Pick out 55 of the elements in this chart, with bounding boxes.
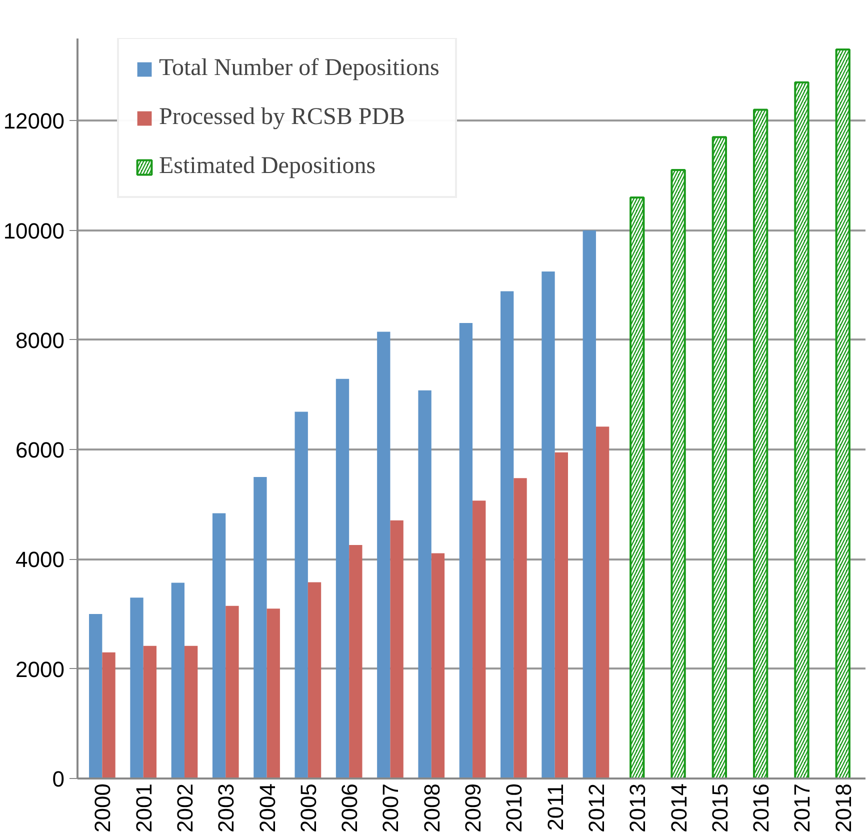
bar bbox=[582, 230, 596, 778]
x-tick-label: 2011 bbox=[542, 783, 568, 831]
x-tick-label: 2015 bbox=[707, 783, 732, 832]
legend-label: Estimated Depositions bbox=[159, 153, 376, 180]
bar bbox=[212, 513, 226, 778]
bar bbox=[102, 652, 116, 778]
bar bbox=[294, 412, 308, 778]
bar bbox=[554, 452, 568, 778]
y-tick-label: 8000 bbox=[16, 328, 65, 353]
x-tick-label: 2007 bbox=[378, 783, 404, 832]
bar bbox=[254, 477, 267, 778]
x-tick-label: 2003 bbox=[214, 783, 239, 832]
y-tick-label: 0 bbox=[52, 766, 65, 792]
y-tick-label: 2000 bbox=[16, 656, 65, 682]
x-tick-label: 2010 bbox=[502, 783, 527, 832]
x-tick-label: 2004 bbox=[254, 783, 280, 832]
bar bbox=[542, 271, 555, 778]
x-tick-label: 2014 bbox=[666, 783, 692, 832]
bar bbox=[596, 426, 610, 778]
y-tick-label: 10000 bbox=[3, 218, 65, 244]
y-tick-label: 6000 bbox=[16, 438, 65, 463]
bar bbox=[349, 544, 362, 778]
x-tick-label: 2016 bbox=[748, 783, 774, 832]
bar bbox=[377, 332, 390, 778]
x-tick-label: 2005 bbox=[296, 783, 321, 832]
bar bbox=[418, 390, 432, 778]
x-tick-label: 2012 bbox=[584, 783, 609, 832]
bar bbox=[459, 322, 473, 778]
y-tick-label: 12000 bbox=[3, 108, 65, 134]
x-tick-label: 2006 bbox=[337, 783, 362, 832]
bar bbox=[431, 553, 445, 778]
bar bbox=[390, 520, 404, 778]
bar bbox=[143, 646, 157, 778]
x-tick-label: 2013 bbox=[625, 783, 650, 832]
x-tick-label: 2017 bbox=[790, 783, 815, 832]
x-tick-label: 2009 bbox=[460, 783, 486, 832]
x-tick-label: 2002 bbox=[172, 783, 198, 832]
bar bbox=[171, 582, 184, 778]
bar bbox=[89, 614, 102, 778]
bar bbox=[500, 291, 514, 778]
x-tick-label: 2018 bbox=[830, 783, 856, 832]
bar bbox=[184, 646, 198, 778]
bar bbox=[336, 378, 350, 778]
legend-label: Total Number of Depositions bbox=[159, 55, 440, 82]
x-tick-label: 2000 bbox=[90, 783, 116, 832]
x-tick-label: 2008 bbox=[419, 783, 444, 832]
bar bbox=[308, 582, 322, 778]
bar bbox=[266, 608, 280, 778]
legend-label: Processed by RCSB PDB bbox=[159, 104, 406, 131]
bar bbox=[472, 500, 486, 778]
x-tick-label: 2001 bbox=[131, 783, 156, 832]
bar bbox=[514, 478, 527, 778]
bar bbox=[130, 598, 144, 778]
y-tick-label: 4000 bbox=[16, 547, 65, 572]
bar bbox=[226, 606, 239, 778]
